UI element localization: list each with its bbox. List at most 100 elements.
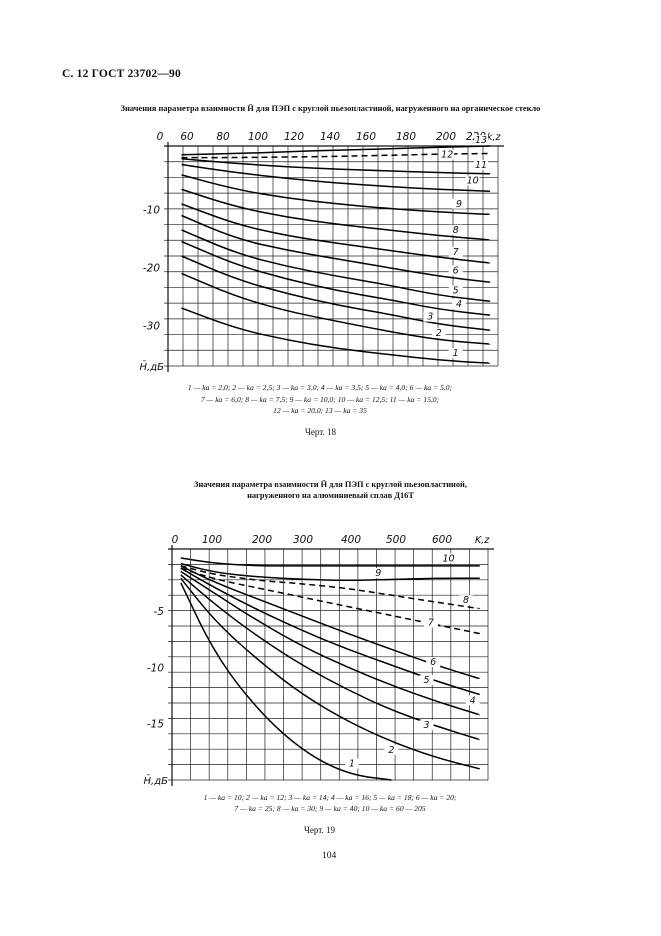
chart18-legend-line-3: 12 — ka = 20,0; 13 — ka = 35 xyxy=(273,406,367,415)
chart19-series-7-line xyxy=(180,567,480,635)
chart19-x-tick-label: 300 xyxy=(293,534,313,546)
chart19-series-6-label-bg xyxy=(426,657,441,668)
chart18-x-tick-label: 120 xyxy=(284,131,304,143)
chart18-series-12-label: 12 xyxy=(441,150,453,161)
chart19-y-tick-label: -5 xyxy=(154,606,165,618)
chart19-series-2-label: 2 xyxy=(388,745,394,756)
chart18-series-9-line xyxy=(181,174,491,216)
chart19-series-4-label: 4 xyxy=(470,695,476,706)
chart18-series-6-line xyxy=(181,214,491,283)
chart19-title-line-1: Значения параметра взаимности H̄ для ПЭП… xyxy=(194,480,467,489)
chart19-title-line-2: нагруженного на алюминиевый сплав Д16Т xyxy=(247,491,414,500)
chart19-series-2-label-bg xyxy=(384,744,399,755)
chart18-series-8-line xyxy=(181,188,491,241)
chart18-y-tick-label: -20 xyxy=(143,263,160,275)
chart18-series-8-label: 8 xyxy=(453,225,459,236)
chart19-series-3-label: 3 xyxy=(424,720,430,731)
chart18-series-1-label: 1 xyxy=(453,348,459,359)
chart18-y-tick-label: -10 xyxy=(143,205,160,217)
chart19-legend-line-2: 7 — ka = 25; 8 — ka = 30; 9 — ka = 40; 1… xyxy=(234,804,426,813)
chart18-series-8-label-bg xyxy=(448,224,463,235)
chart18-x-axis-label: k,z xyxy=(487,132,502,143)
chart18-series-10-label-bg xyxy=(465,175,480,186)
chart18-series-7-label-bg xyxy=(448,246,463,257)
chart19-series-4-label-bg xyxy=(465,695,480,706)
chart18-series-11-line xyxy=(181,157,491,175)
chart18-legend-line-1: 1 — ka = 2,0; 2 — ka = 2,5; 3 — ka = 3,0… xyxy=(187,383,453,392)
chart19-series-8-label: 8 xyxy=(463,595,469,606)
chart18-series-5-line xyxy=(181,229,491,302)
chart18-series-2-line xyxy=(181,272,491,345)
chart18-series-7-label: 7 xyxy=(453,247,459,258)
chart19-x-tick-label: 400 xyxy=(341,534,361,546)
chart19-series-7-label: 7 xyxy=(428,618,434,629)
chart19-y-axis-label: H̄,дБ xyxy=(144,774,169,787)
chart19-x-tick-label: 0 xyxy=(172,534,179,546)
chart19-x-tick-label: 100 xyxy=(202,534,222,546)
chart18-series-3-line xyxy=(181,255,491,331)
chart19-series-9-label-bg xyxy=(371,568,386,579)
chart18-series-5-label: 5 xyxy=(453,286,459,297)
chart19-series-5-label: 5 xyxy=(424,675,430,686)
chart19-series-1-line xyxy=(180,582,392,781)
chart19-series-6-label: 6 xyxy=(430,657,436,668)
chart19-x-tick-label: 200 xyxy=(252,534,272,546)
chart18-series-13-label-bg xyxy=(474,135,489,146)
chart18-series-2-label: 2 xyxy=(436,328,442,339)
chart19-x-tick-label: 500 xyxy=(386,534,406,546)
chart18-title: Значения параметра взаимности H̄ для ПЭП… xyxy=(120,104,541,113)
chart18-series-10-label: 10 xyxy=(467,176,479,187)
chart18-x-tick-label: 200 xyxy=(436,131,456,143)
chart18-series-9-label: 9 xyxy=(456,199,462,210)
chart18-y-tick-label: -30 xyxy=(143,320,160,332)
chart18-series-6-label: 6 xyxy=(453,265,459,276)
chart19-series-2-line xyxy=(180,577,480,770)
page-number: 104 xyxy=(322,851,337,861)
chart19-series-8-label-bg xyxy=(459,595,474,606)
page-header: С. 12 ГОСТ 23702—90 xyxy=(62,68,181,80)
chart19-series-3-line xyxy=(180,574,480,741)
chart19-series-5-line xyxy=(180,567,480,696)
chart19-series-1-label: 1 xyxy=(349,758,355,769)
chart19-series-5-label-bg xyxy=(419,675,434,686)
chart18-series-11-label-bg xyxy=(474,160,489,170)
chart19-x-axis-label: K,z xyxy=(475,535,490,546)
chart18-series-12-line xyxy=(181,152,491,159)
chart19-series-7-label-bg xyxy=(423,617,438,628)
chart19-y-tick-label: -15 xyxy=(147,719,164,731)
chart18-series-2-label-bg xyxy=(431,327,446,338)
chart18-series-13-label: 13 xyxy=(475,135,487,146)
chart19-series-4-line xyxy=(180,570,480,716)
chart18-x-tick-label: 160 xyxy=(356,131,376,143)
chart19-caption: Черт. 19 xyxy=(304,825,335,835)
chart19-series-1-label-bg xyxy=(344,758,359,769)
chart18-series-9-label-bg xyxy=(452,198,467,209)
chart18-series-3-label-bg xyxy=(423,311,438,322)
chart18-x-tick-label: 100 xyxy=(248,131,268,143)
chart18-series-7-line xyxy=(181,203,491,264)
chart19-series-3-label-bg xyxy=(419,720,434,731)
chart18-x-tick-label: 0 xyxy=(157,131,164,143)
chart18-y-axis-label: H̄,дБ xyxy=(140,360,165,373)
chart19-x-tick-label: 600 xyxy=(432,534,452,546)
chart18-x-tick-label: 180 xyxy=(396,131,416,143)
chart18-series-6-label-bg xyxy=(448,265,463,276)
chart19-series-9-line xyxy=(180,562,480,582)
chart18-caption: Черт. 18 xyxy=(305,427,336,437)
chart18-x-tick-label: 80 xyxy=(216,131,230,143)
chart19-y-tick-label: -10 xyxy=(147,662,164,674)
chart18-series-10-line xyxy=(181,163,491,192)
chart18-series-5-label-bg xyxy=(448,285,463,296)
chart18-x-tick-label: 140 xyxy=(320,131,340,143)
chart19-series-10-line xyxy=(180,557,480,567)
chart18-x-tick-label: 60 xyxy=(180,131,194,143)
chart18-series-1-label-bg xyxy=(448,348,463,359)
chart19-series-9-label: 9 xyxy=(375,568,381,579)
chart19-series-10-label-bg xyxy=(441,553,456,564)
chart19-series-10-label: 10 xyxy=(442,553,454,564)
chart18-series-12-label-bg xyxy=(440,149,455,160)
chart19-legend-line-1: 1 — ka = 10; 2 — ka = 12; 3 — ka = 14; 4… xyxy=(203,793,457,802)
chart18-series-4-label: 4 xyxy=(456,299,462,310)
